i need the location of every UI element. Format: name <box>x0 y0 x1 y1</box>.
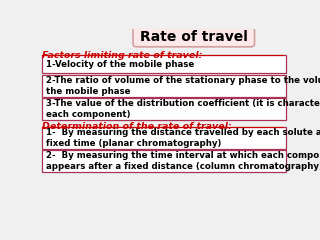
FancyBboxPatch shape <box>43 150 285 172</box>
Text: 1-Velocity of the mobile phase: 1-Velocity of the mobile phase <box>46 60 195 69</box>
FancyBboxPatch shape <box>43 98 285 120</box>
FancyBboxPatch shape <box>133 27 254 47</box>
Text: Determination of the rate of travel:: Determination of the rate of travel: <box>43 122 232 131</box>
Text: Rate of travel: Rate of travel <box>140 30 248 44</box>
Text: 2-  By measuring the time interval at which each component
appears after a fixed: 2- By measuring the time interval at whi… <box>46 151 320 171</box>
Text: 1-  By measuring the distance travelled by each solute after a
fixed time (plana: 1- By measuring the distance travelled b… <box>46 128 320 148</box>
FancyBboxPatch shape <box>43 55 285 73</box>
Text: 3-The value of the distribution coefficient (it is characteristic for
each compo: 3-The value of the distribution coeffici… <box>46 99 320 119</box>
FancyBboxPatch shape <box>43 127 285 149</box>
Text: 2-The ratio of volume of the stationary phase to the volume of
the mobile phase: 2-The ratio of volume of the stationary … <box>46 76 320 96</box>
FancyBboxPatch shape <box>43 75 285 97</box>
Text: Factors limiting rate of travel:: Factors limiting rate of travel: <box>43 51 203 60</box>
